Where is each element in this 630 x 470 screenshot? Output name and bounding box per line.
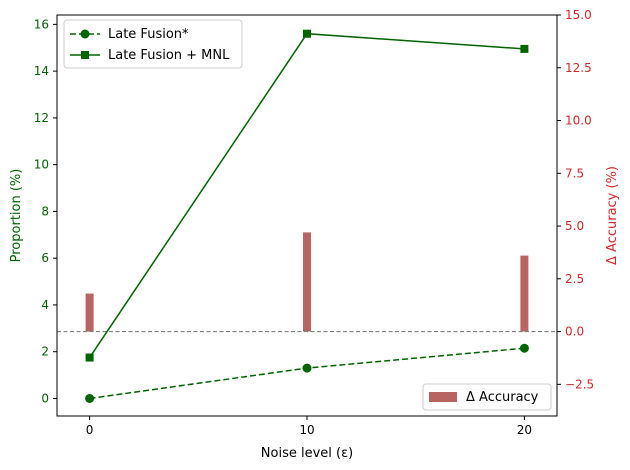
legend-bars: Δ Accuracy	[422, 383, 552, 411]
left-y-axis-ticks: 0 2 4 6 8 10 12 14 16	[34, 17, 57, 405]
delta-accuracy-bar	[303, 232, 311, 332]
data-point	[520, 44, 529, 53]
data-point	[85, 393, 95, 403]
y2-tick-label: 12.5	[565, 61, 592, 75]
legend-label-delta-accuracy: Δ Accuracy	[466, 390, 539, 405]
data-point	[519, 343, 529, 353]
delta-accuracy-bars	[85, 232, 529, 332]
legend-marker-circle	[80, 29, 90, 39]
data-point	[303, 29, 311, 38]
delta-accuracy-bar	[85, 293, 94, 332]
y2-tick-label: 15.0	[565, 8, 592, 22]
y2-tick-label: 2.5	[565, 272, 584, 286]
x-axis-ticks: 0 10 20	[86, 416, 532, 437]
legend-lines: Late Fusion* Late Fusion + MNL	[63, 19, 243, 69]
x-tick-label: 10	[299, 423, 314, 437]
y-tick-label: 0	[41, 391, 49, 405]
y-tick-label: 8	[41, 204, 49, 218]
left-y-axis-label: Proportion (%)	[9, 169, 24, 263]
y2-tick-label: 5.0	[565, 219, 584, 233]
legend-box-bars	[422, 383, 552, 411]
y-tick-label: 6	[41, 251, 49, 265]
data-point	[302, 363, 312, 373]
y-tick-label: 14	[34, 64, 49, 78]
data-point	[85, 353, 94, 362]
y-tick-label: 4	[41, 298, 49, 312]
legend-marker-square	[81, 51, 89, 59]
legend-box	[63, 19, 243, 69]
x-tick-label: 0	[86, 423, 94, 437]
y-tick-label: 10	[34, 158, 49, 172]
y2-tick-label: 0.0	[565, 325, 584, 339]
delta-accuracy-bar	[520, 255, 529, 332]
right-y-axis-ticks: −2.5 0.0 2.5 5.0 7.5 10.0 12.5 15.0	[557, 8, 594, 391]
right-y-axis-label: Δ Accuracy (%)	[605, 166, 620, 265]
y2-tick-label: −2.5	[565, 377, 594, 391]
x-tick-label: 20	[517, 423, 532, 437]
legend-swatch-delta-accuracy	[429, 392, 457, 402]
y2-tick-label: 10.0	[565, 114, 592, 128]
y2-tick-label: 7.5	[565, 166, 584, 180]
legend-label-late-fusion-mnl: Late Fusion + MNL	[108, 48, 230, 63]
y-tick-label: 2	[41, 345, 49, 359]
y-tick-label: 16	[34, 17, 49, 31]
legend-label-late-fusion: Late Fusion*	[108, 27, 189, 42]
proportion-lines	[85, 29, 529, 403]
plot-area	[56, 14, 558, 417]
y-tick-label: 12	[34, 111, 49, 125]
x-axis-label: Noise level (ε)	[261, 446, 353, 461]
